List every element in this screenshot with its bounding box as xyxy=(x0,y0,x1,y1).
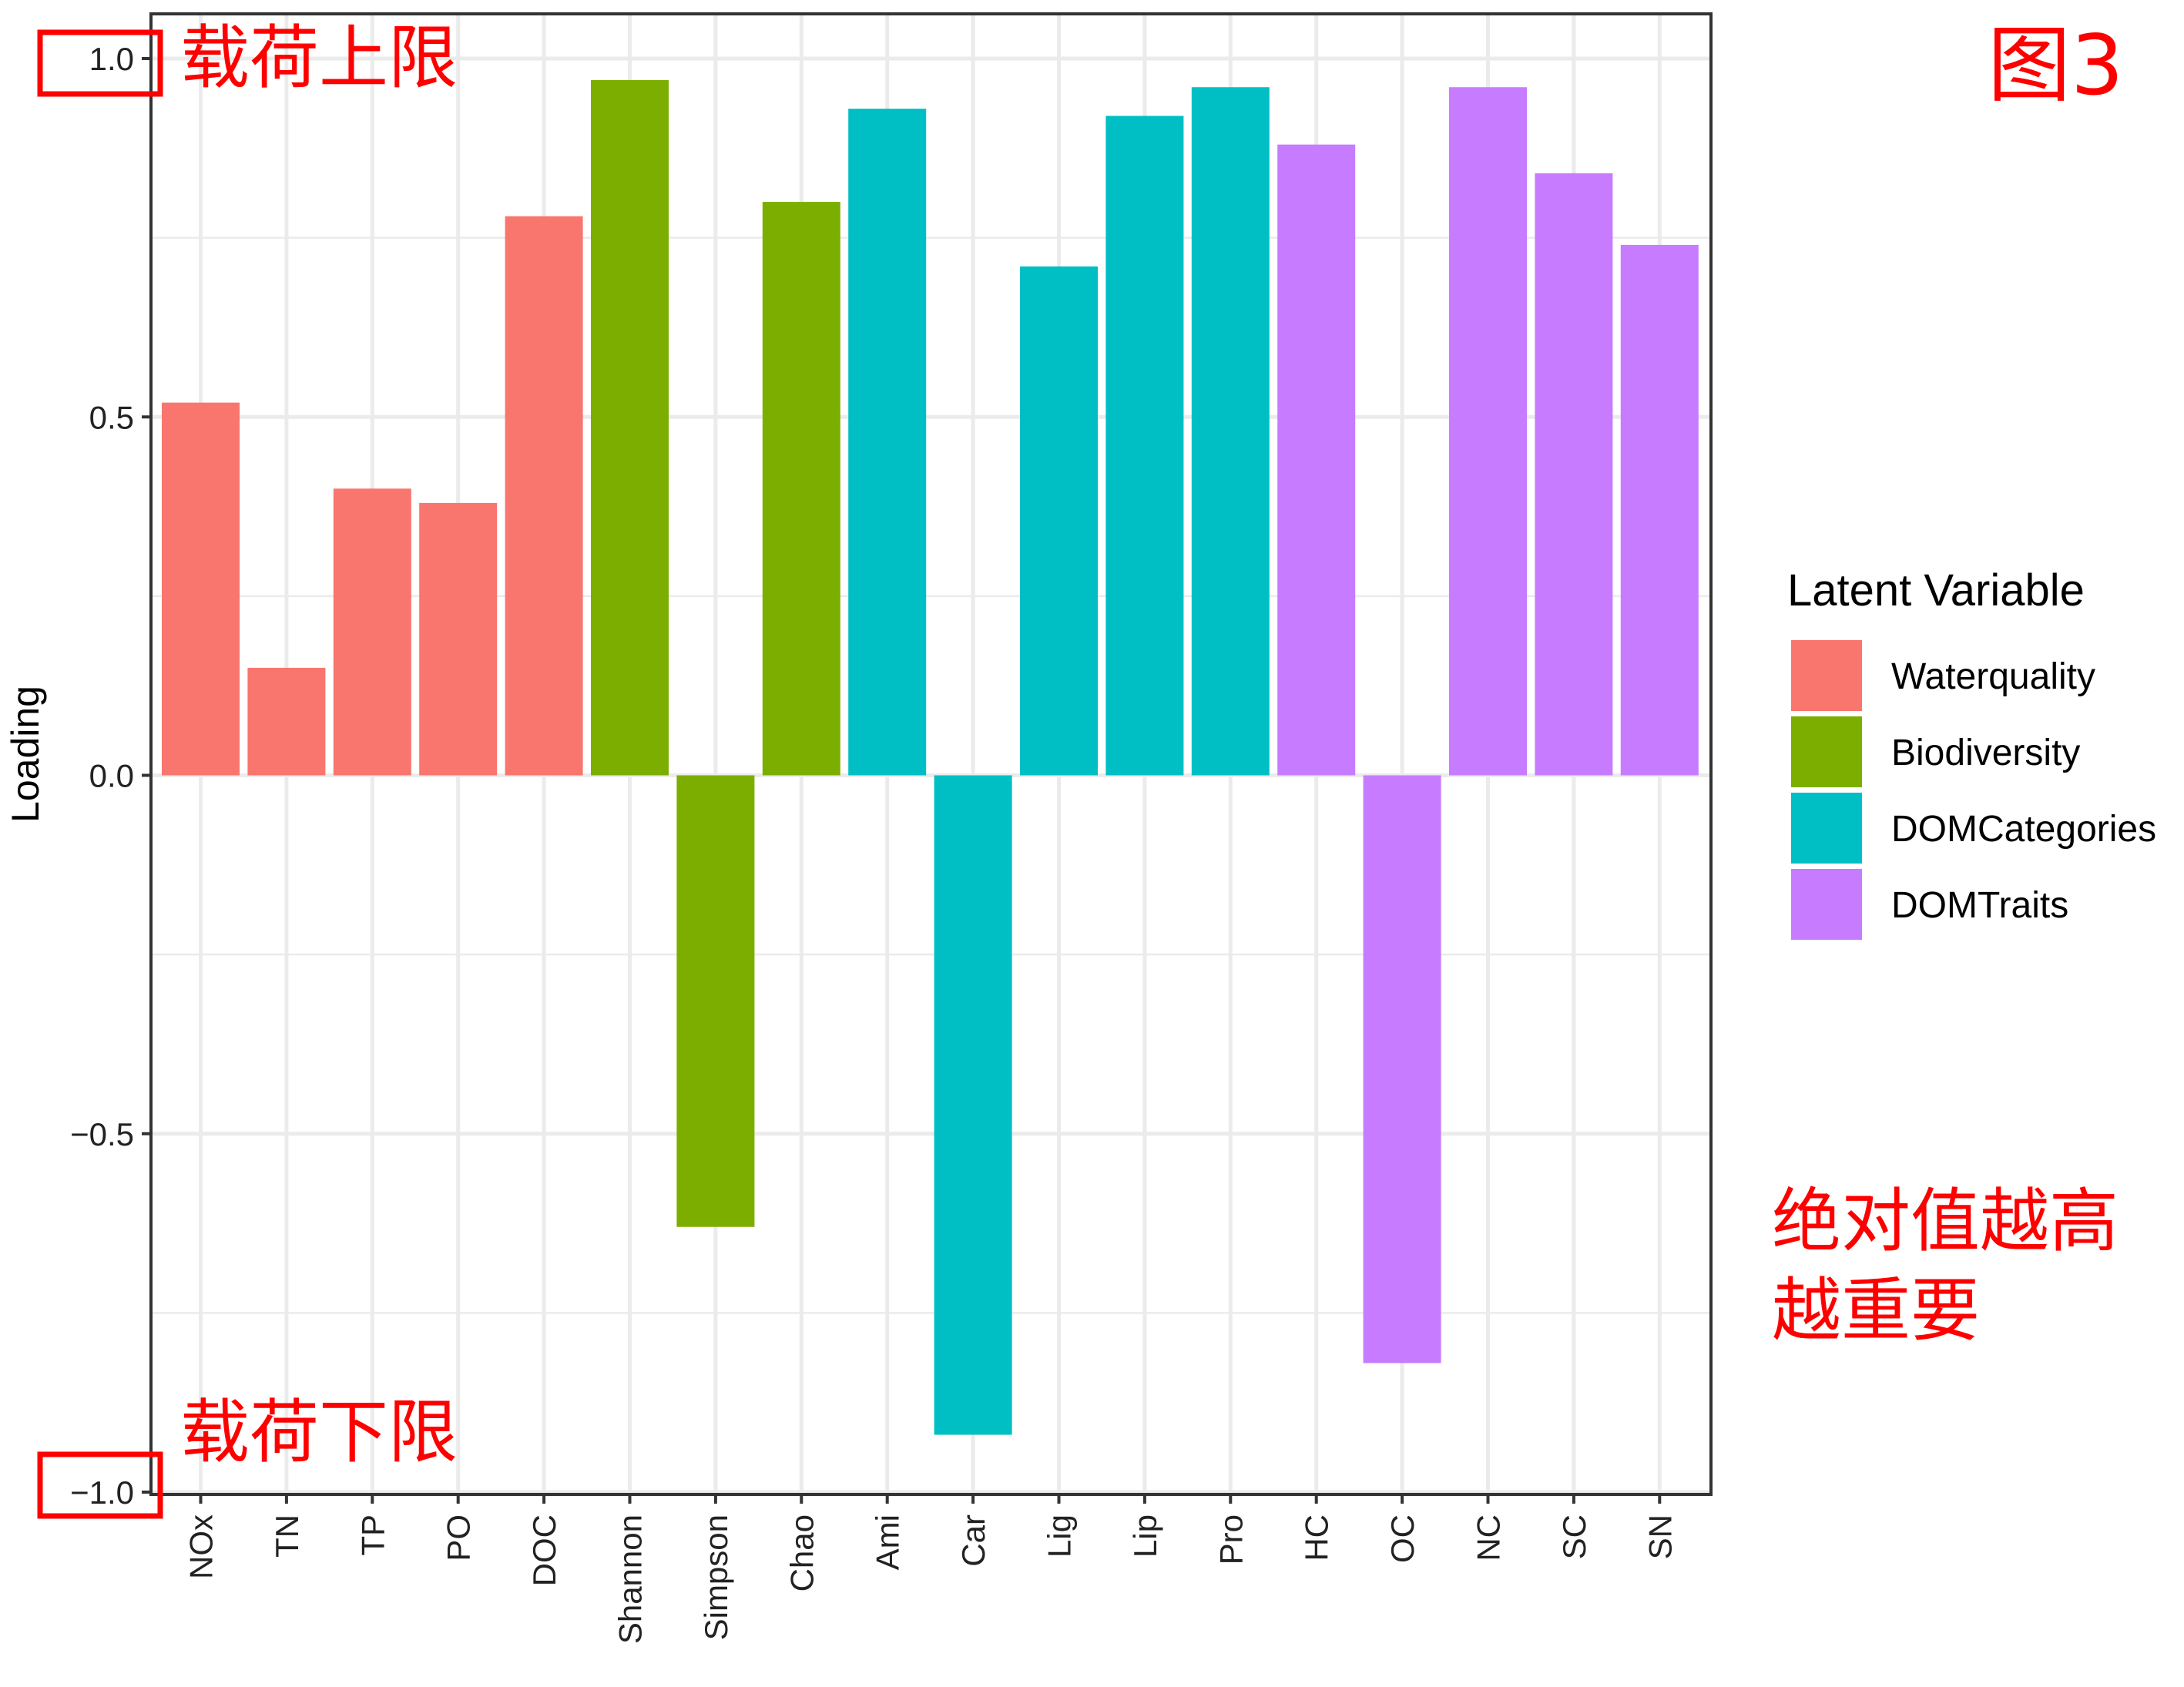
bar-nc xyxy=(1449,87,1527,776)
bar-po xyxy=(419,502,498,776)
bar-nox xyxy=(162,402,240,776)
bar-oc xyxy=(1363,775,1441,1363)
legend-title: Latent Variable xyxy=(1787,565,2085,615)
y-tick-label: −0.5 xyxy=(70,1116,134,1152)
bar-doc xyxy=(505,216,583,776)
lower-limit-annotation: 载荷下限 xyxy=(180,1392,458,1473)
bar-hc xyxy=(1277,144,1356,776)
x-tick-label: PO xyxy=(441,1514,477,1561)
bar-ami xyxy=(848,109,927,776)
x-tick-label: Shannon xyxy=(612,1514,649,1644)
y-tick-label: −1.0 xyxy=(70,1474,134,1511)
x-tick-label: OC xyxy=(1384,1514,1421,1563)
legend-key-domcategories xyxy=(1791,793,1862,864)
importance-note-line-1: 绝对值越高 xyxy=(1772,1181,2119,1262)
bar-tn xyxy=(247,667,326,776)
legend-entries: Waterquality Biodiversity DOMCategories DOM… xyxy=(1791,640,2156,940)
bar-chao xyxy=(762,202,840,776)
upper-limit-highlight-box xyxy=(37,29,163,97)
y-axis: 1.0 0.5 0.0 −0.5 −1.0 xyxy=(70,41,151,1511)
legend-label-domcategories: DOMCategories xyxy=(1891,809,2156,850)
bar-shannon xyxy=(591,79,669,776)
legend-label-domtraits: DOMTraits xyxy=(1891,885,2068,926)
bar-simpson xyxy=(676,775,755,1227)
bar-lip xyxy=(1105,116,1184,776)
lower-limit-highlight-box xyxy=(37,1451,163,1519)
y-tick-label: 1.0 xyxy=(89,41,134,77)
x-tick-label: SC xyxy=(1556,1514,1592,1559)
y-tick-label: 0.0 xyxy=(89,758,134,794)
x-tick-label: Pro xyxy=(1213,1514,1249,1565)
x-tick-label: Simpson xyxy=(698,1514,734,1640)
legend-label-biodiversity: Biodiversity xyxy=(1891,733,2080,773)
legend: Latent Variable Waterquality Biodiversity… xyxy=(1787,565,2156,940)
plot-panel-border xyxy=(149,12,1713,1496)
x-tick-label: HC xyxy=(1299,1514,1335,1561)
x-tick-label: TP xyxy=(354,1514,391,1556)
bar-tp xyxy=(333,488,411,776)
x-tick-label: Chao xyxy=(783,1514,820,1591)
x-tick-label: TN xyxy=(269,1514,305,1558)
x-tick-label: SN xyxy=(1642,1514,1678,1559)
upper-limit-annotation: 载荷上限 xyxy=(180,18,458,99)
legend-key-biodiversity xyxy=(1791,716,1862,787)
y-axis-title: Loading xyxy=(4,686,47,823)
y-tick-label: 0.5 xyxy=(89,399,134,435)
bar-sc xyxy=(1535,173,1613,776)
x-axis: NOx TN TP PO DOC Shannon Simpson Chao Ami Car Lig L… xyxy=(183,1494,1678,1644)
legend-label-waterquality: Waterquality xyxy=(1891,656,2095,697)
figure-label: 图3 xyxy=(1988,18,2124,114)
bar-sn xyxy=(1620,244,1699,776)
bar-car xyxy=(934,775,1012,1435)
bars-layer xyxy=(162,79,1699,1435)
x-tick-label: Lip xyxy=(1127,1514,1163,1558)
x-tick-label: Ami xyxy=(870,1514,906,1570)
importance-note-line-2: 越重要 xyxy=(1772,1270,1980,1351)
legend-key-waterquality xyxy=(1791,640,1862,711)
x-tick-label: Car xyxy=(955,1514,991,1567)
x-tick-label: NC xyxy=(1471,1514,1507,1561)
bar-lig xyxy=(1020,266,1098,776)
x-tick-label: Lig xyxy=(1042,1514,1078,1558)
x-tick-label: NOx xyxy=(183,1514,220,1579)
legend-key-domtraits xyxy=(1791,869,1862,940)
x-tick-label: DOC xyxy=(526,1514,562,1586)
bar-pro xyxy=(1191,87,1270,776)
